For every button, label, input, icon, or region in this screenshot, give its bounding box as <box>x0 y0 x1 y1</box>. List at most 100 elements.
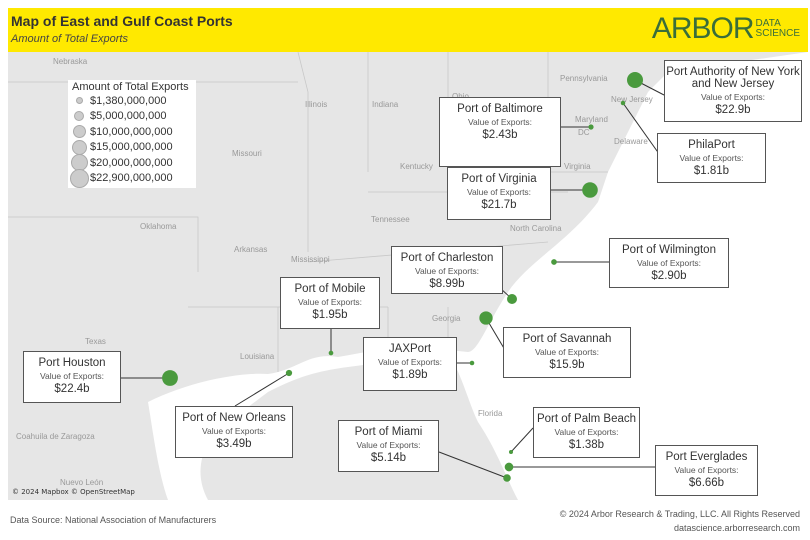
website-link[interactable]: datascience.arborresearch.com <box>673 523 800 533</box>
state-label: Illinois <box>305 100 328 109</box>
state-label: Tennessee <box>371 215 410 224</box>
port-callout: PhilaPort Value of Exports: $1.81b <box>657 133 766 183</box>
port-value: $6.66b <box>688 477 725 489</box>
callout-line <box>622 102 663 159</box>
port-name: Port of Virginia <box>461 173 537 185</box>
legend-item: $1,380,000,000 <box>68 93 196 109</box>
state-label: DC <box>578 128 590 137</box>
port-value: $15.9b <box>549 359 585 371</box>
page-subtitle: Amount of Total Exports <box>11 33 128 45</box>
state-label: Indiana <box>372 100 399 109</box>
port-name: Port of Wilmington <box>622 244 716 256</box>
state-label: Virginia <box>564 162 591 171</box>
state-label: Kentucky <box>400 162 433 171</box>
port-name: Port of Palm Beach <box>536 413 637 425</box>
data-source: Data Source: National Association of Man… <box>10 515 217 525</box>
port-marker[interactable] <box>328 350 334 356</box>
value-label: Value of Exports: <box>534 347 600 357</box>
port-marker[interactable] <box>551 259 557 265</box>
port-marker[interactable] <box>503 474 511 482</box>
page-title: Map of East and Gulf Coast Ports <box>11 13 233 29</box>
value-label: Value of Exports: <box>201 426 267 436</box>
port-callout: Port Authority of New York and New Jerse… <box>664 60 802 122</box>
port-name: Port of Mobile <box>294 283 366 295</box>
legend-title: Amount of Total Exports <box>72 81 189 93</box>
value-label: Value of Exports: <box>636 258 702 268</box>
ocean <box>148 52 808 500</box>
port-marker[interactable] <box>627 72 643 88</box>
port-value: $1.89b <box>392 369 428 381</box>
port-callout: Port of Virginia Value of Exports: $21.7b <box>447 167 551 220</box>
map-attribution: © 2024 Mapbox © OpenStreetMap <box>12 488 135 496</box>
size-circle-icon <box>71 139 87 155</box>
port-callout: Port of Palm Beach Value of Exports: $1.38… <box>533 407 640 458</box>
port-marker[interactable] <box>582 182 598 198</box>
port-marker[interactable] <box>588 124 594 130</box>
port-callout: Port Everglades Value of Exports: $6.66b <box>655 445 758 496</box>
port-marker[interactable] <box>504 462 514 472</box>
state-label: Missouri <box>232 149 262 158</box>
port-callout: Port of Charleston Value of Exports: $8.99… <box>391 246 503 294</box>
state-label: North Carolina <box>510 224 562 233</box>
size-circle-icon <box>75 97 83 105</box>
port-name: Port of New Orleans <box>182 412 286 424</box>
port-callout: Port of New Orleans Value of Exports: $3.4… <box>175 406 293 458</box>
header: Map of East and Gulf Coast Ports Amount … <box>8 8 808 52</box>
value-label: Value of Exports: <box>466 187 532 197</box>
port-callout: Port of Mobile Value of Exports: $1.95b <box>280 277 380 329</box>
value-label: Value of Exports: <box>39 371 105 381</box>
value-label: Value of Exports: <box>674 465 739 475</box>
legend-item: $5,000,000,000 <box>68 109 196 125</box>
port-name: Port of Savannah <box>522 333 612 345</box>
state-label: Delaware <box>614 137 648 146</box>
state-label: New Jersey <box>611 95 653 104</box>
port-value: $22.9b <box>715 104 751 116</box>
value-label: Value of Exports: <box>377 357 443 367</box>
size-circle-icon <box>74 111 84 122</box>
state-label: Pennsylvania <box>560 74 608 83</box>
state-label: Nuevo León <box>60 478 104 487</box>
value-label: Value of Exports: <box>700 92 766 102</box>
port-value: $2.90b <box>651 270 687 282</box>
port-callout: Port of Wilmington Value of Exports: $2.90… <box>609 238 729 288</box>
state-label: Louisiana <box>240 352 275 361</box>
value-label: Value of Exports: <box>356 440 421 450</box>
port-marker[interactable] <box>509 450 513 454</box>
port-marker[interactable] <box>479 311 493 325</box>
port-value: $3.49b <box>216 438 252 450</box>
legend-item: $22,900,000,000 <box>68 168 196 188</box>
port-name: Port of Charleston <box>400 252 494 264</box>
port-callout: JAXPort Value of Exports: $1.89b <box>363 337 457 391</box>
value-label: Value of Exports: <box>554 427 619 437</box>
value-label: Value of Exports: <box>414 266 480 276</box>
port-marker[interactable] <box>162 370 178 386</box>
state-label: Georgia <box>432 314 461 323</box>
legend-item: $15,000,000,000 <box>68 139 196 156</box>
copyright: © 2024 Arbor Research & Trading, LLC. Al… <box>559 509 800 533</box>
legend-item: $20,000,000,000 <box>68 154 196 172</box>
state-label: Nebraska <box>53 57 88 66</box>
value-label: Value of Exports: <box>679 153 744 163</box>
state-label: Arkansas <box>234 245 268 254</box>
value-label: Value of Exports: <box>467 117 533 127</box>
port-value: $22.4b <box>54 383 90 395</box>
state-label: Texas <box>85 337 106 346</box>
port-marker[interactable] <box>506 293 518 305</box>
port-marker[interactable] <box>469 360 475 366</box>
port-name: PhilaPort <box>688 139 735 151</box>
port-marker[interactable] <box>620 100 626 106</box>
port-name: Port Houston <box>38 357 106 369</box>
state-label: Florida <box>478 409 503 418</box>
port-value: $5.14b <box>370 452 407 464</box>
port-marker[interactable] <box>285 369 293 377</box>
state-label: Mississippi <box>291 255 330 264</box>
size-circle-icon <box>72 125 86 139</box>
port-name: Port Everglades <box>665 451 748 463</box>
legend-item: $10,000,000,000 <box>68 124 196 140</box>
port-callout: Port of Savannah Value of Exports: $15.9b <box>503 327 631 378</box>
state-label: Maryland <box>575 115 608 124</box>
port-value: $8.99b <box>429 278 465 290</box>
size-circle-icon <box>69 168 89 188</box>
value-label: Value of Exports: <box>297 297 363 307</box>
callout-line <box>234 372 290 407</box>
